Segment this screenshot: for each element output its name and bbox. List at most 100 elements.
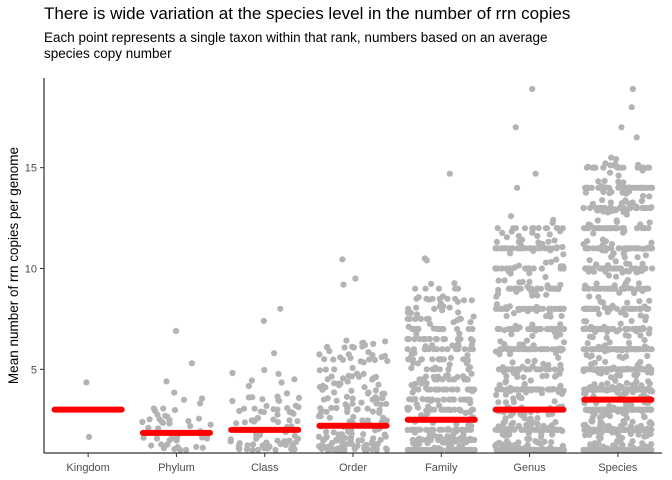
data-point <box>598 184 605 191</box>
data-point <box>645 363 653 370</box>
data-point <box>649 265 656 272</box>
data-point <box>423 257 430 264</box>
data-point <box>330 356 337 363</box>
data-point <box>454 436 461 443</box>
data-point <box>443 426 450 433</box>
data-point <box>349 364 356 371</box>
data-point <box>599 446 606 454</box>
data-point <box>639 192 647 200</box>
data-point <box>404 426 411 434</box>
data-point <box>505 440 512 447</box>
data-point <box>241 419 248 426</box>
data-point <box>620 184 628 191</box>
data-point <box>240 405 248 412</box>
data-point <box>365 349 372 356</box>
data-point <box>510 399 517 406</box>
data-point <box>622 311 629 318</box>
data-point <box>640 406 647 413</box>
data-point <box>628 104 635 111</box>
data-point <box>348 373 355 380</box>
data-point <box>623 380 631 387</box>
data-point <box>253 431 260 438</box>
data-point <box>594 245 601 252</box>
data-point <box>623 353 630 360</box>
data-point <box>641 337 648 344</box>
data-point <box>360 431 367 438</box>
data-point <box>460 431 467 438</box>
data-point <box>439 307 446 314</box>
data-point <box>323 408 330 415</box>
data-point <box>430 346 438 353</box>
data-point <box>248 417 255 424</box>
data-point <box>529 325 536 333</box>
data-point <box>502 377 510 385</box>
data-point <box>193 443 200 450</box>
data-point <box>526 270 533 277</box>
y-tick-label: 10 <box>25 264 37 276</box>
data-point <box>639 225 646 232</box>
data-point <box>326 414 333 421</box>
data-point <box>432 336 439 343</box>
data-point <box>557 386 564 393</box>
data-point <box>621 406 628 413</box>
data-point <box>495 277 502 284</box>
data-point <box>602 426 609 433</box>
data-point <box>468 406 475 413</box>
data-point <box>560 339 568 346</box>
data-point <box>536 325 543 333</box>
data-point <box>464 352 471 359</box>
data-point <box>628 446 635 454</box>
data-point <box>594 217 601 224</box>
data-point <box>270 406 277 413</box>
data-point <box>275 397 282 404</box>
data-point <box>460 297 468 304</box>
data-point <box>251 405 258 412</box>
data-point <box>607 204 614 212</box>
data-point <box>497 446 504 454</box>
data-point <box>434 446 441 454</box>
data-point <box>605 305 612 312</box>
data-point <box>613 217 620 224</box>
data-point <box>597 298 604 305</box>
data-point <box>540 422 547 429</box>
data-point <box>444 406 451 413</box>
data-point <box>594 325 601 333</box>
data-point <box>634 254 641 261</box>
data-point <box>505 446 513 454</box>
data-point <box>646 406 653 413</box>
data-point <box>517 241 524 249</box>
data-point <box>465 325 472 333</box>
data-point <box>616 426 624 433</box>
data-point <box>365 389 372 396</box>
data-point <box>436 295 443 302</box>
data-point <box>580 366 587 373</box>
data-point <box>629 199 636 206</box>
data-point <box>507 285 514 292</box>
data-point <box>582 426 589 433</box>
data-point <box>260 317 267 324</box>
data-point <box>291 376 298 383</box>
data-point <box>602 225 609 232</box>
data-point <box>324 376 331 383</box>
data-point <box>348 387 355 394</box>
data-point <box>547 313 554 320</box>
data-point <box>580 225 588 232</box>
data-point <box>618 164 625 171</box>
data-point <box>629 438 636 445</box>
data-point <box>604 265 611 272</box>
data-point <box>468 297 475 304</box>
data-point <box>445 441 452 448</box>
data-point <box>524 358 531 365</box>
data-point <box>634 446 641 454</box>
data-point <box>586 431 593 438</box>
data-point <box>515 262 523 269</box>
data-point <box>341 344 348 351</box>
data-point <box>384 357 391 365</box>
data-point <box>347 430 354 437</box>
data-point <box>505 325 512 333</box>
data-point <box>150 405 157 412</box>
data-point <box>333 437 340 444</box>
data-point <box>445 366 452 373</box>
data-point <box>535 366 542 373</box>
data-point <box>423 380 430 387</box>
